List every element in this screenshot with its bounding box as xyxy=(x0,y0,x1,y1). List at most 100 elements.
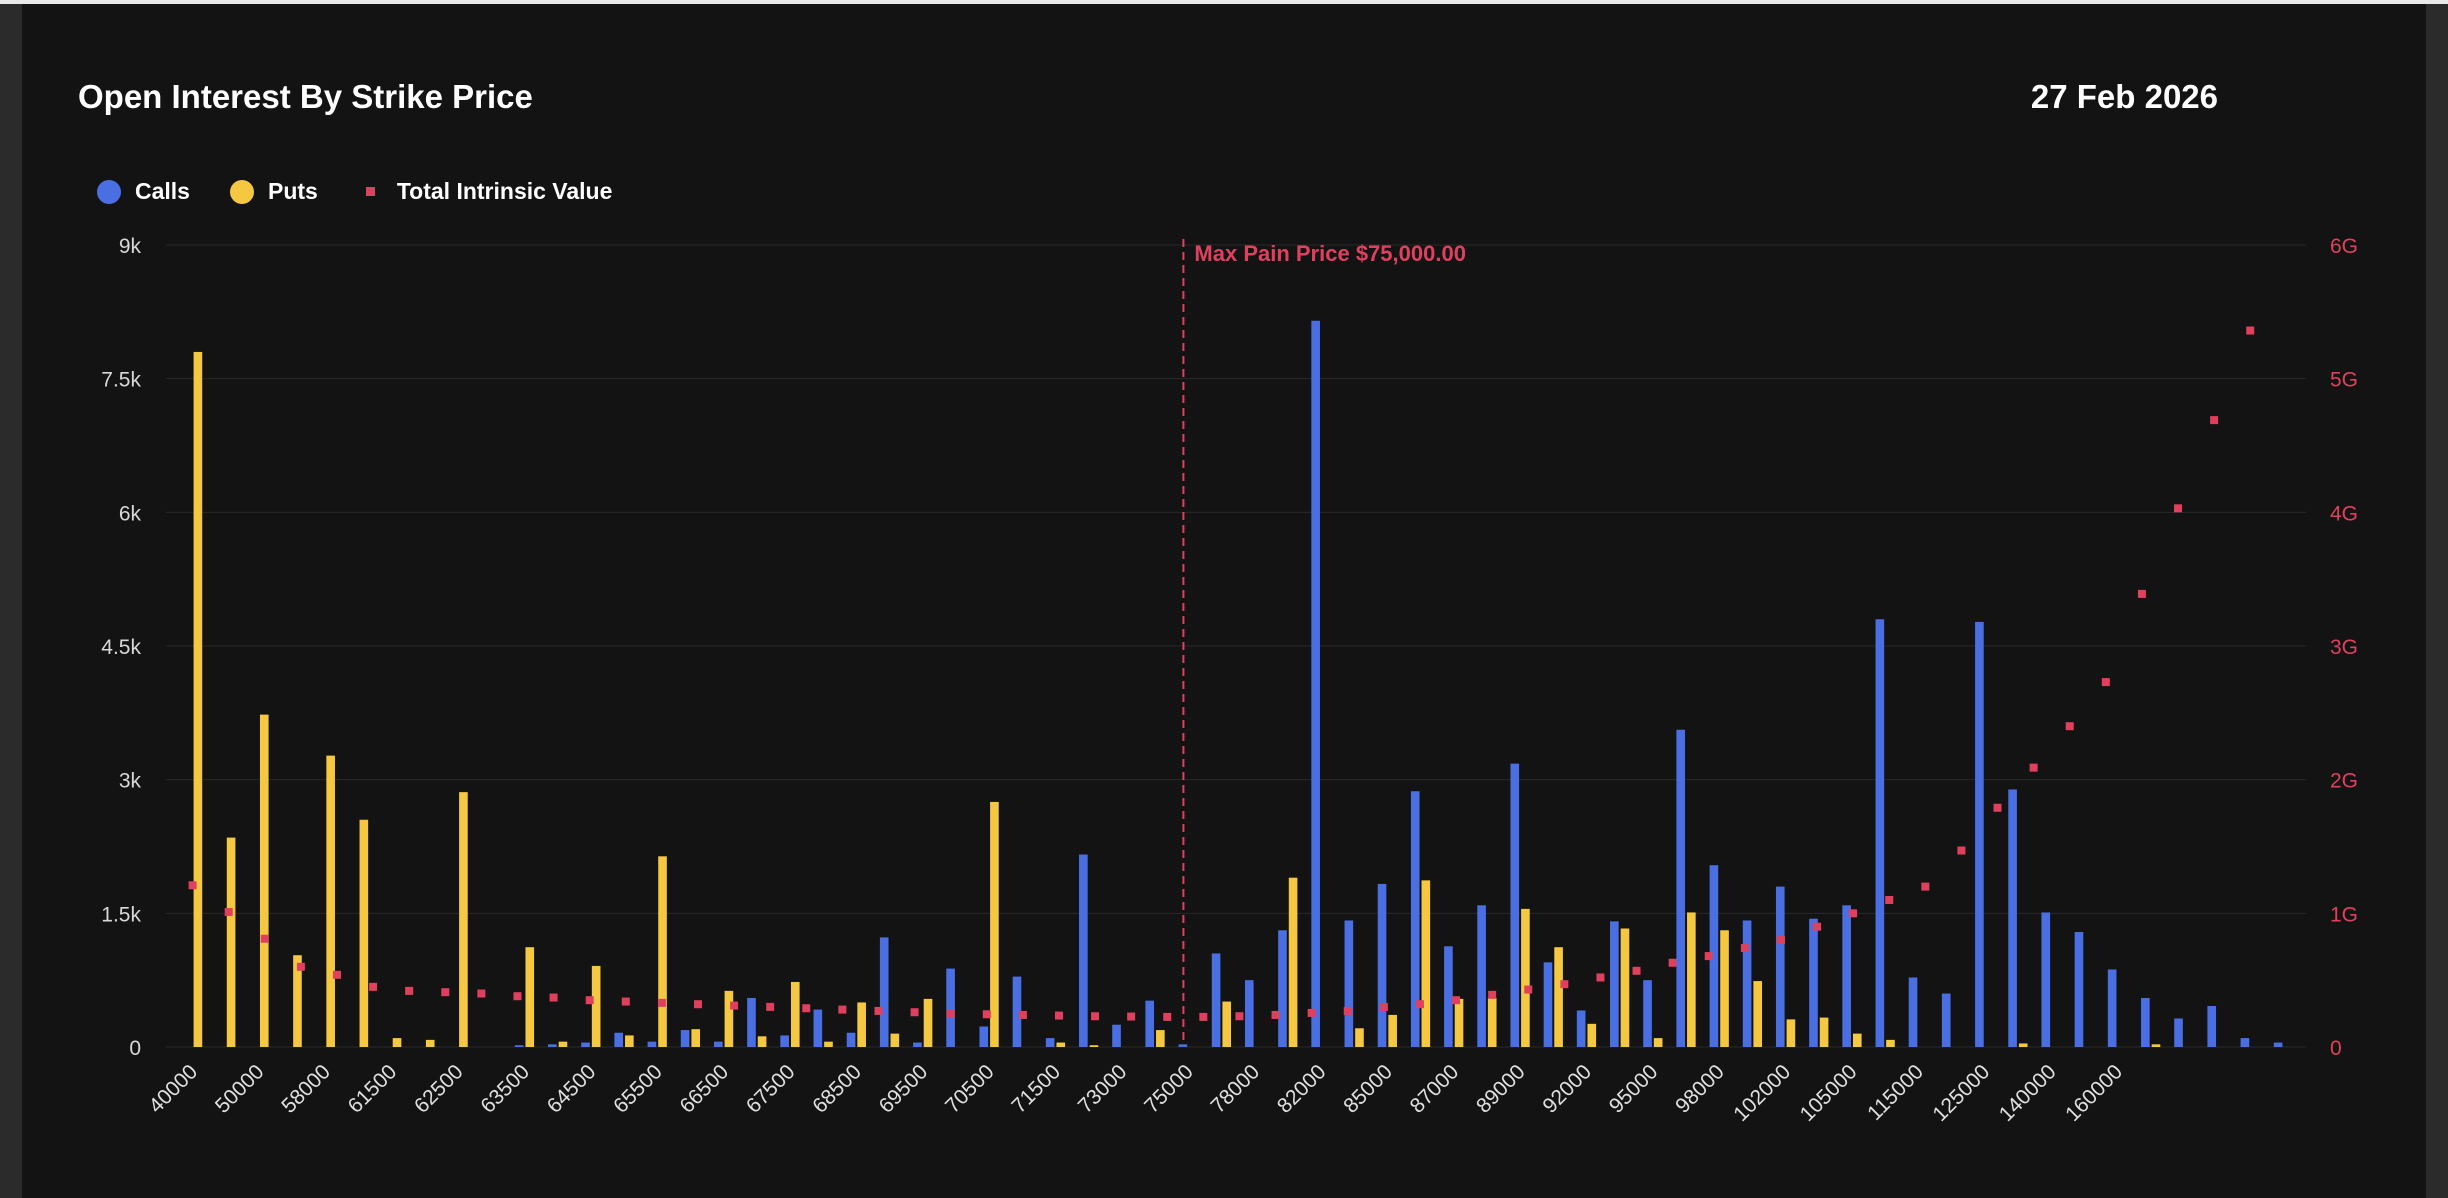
calls-bar[interactable] xyxy=(1244,980,1254,1047)
intrinsic-value-point[interactable] xyxy=(1560,980,1569,989)
intrinsic-value-point[interactable] xyxy=(2246,326,2255,335)
intrinsic-value-point[interactable] xyxy=(1524,985,1533,994)
intrinsic-value-point[interactable] xyxy=(910,1008,919,1017)
puts-bar[interactable] xyxy=(459,792,468,1047)
intrinsic-value-point[interactable] xyxy=(260,934,269,943)
puts-bar[interactable] xyxy=(2018,1043,2028,1047)
puts-bar[interactable] xyxy=(1753,981,1763,1047)
calls-bar[interactable] xyxy=(2141,997,2150,1047)
calls-bar[interactable] xyxy=(946,968,955,1047)
intrinsic-value-point[interactable] xyxy=(621,997,630,1006)
intrinsic-value-point[interactable] xyxy=(1776,936,1785,945)
intrinsic-value-point[interactable] xyxy=(1235,1012,1244,1021)
intrinsic-value-point[interactable] xyxy=(838,1005,847,1014)
calls-bar[interactable] xyxy=(1908,977,1918,1047)
calls-bar[interactable] xyxy=(979,1026,989,1047)
calls-bar[interactable] xyxy=(1875,619,1885,1047)
puts-bar[interactable] xyxy=(691,1029,701,1047)
intrinsic-value-point[interactable] xyxy=(1849,909,1858,918)
intrinsic-value-point[interactable] xyxy=(1379,1002,1388,1011)
puts-bar[interactable] xyxy=(425,1039,435,1047)
puts-bar[interactable] xyxy=(790,981,800,1047)
calls-bar[interactable] xyxy=(581,1042,590,1047)
intrinsic-value-point[interactable] xyxy=(1921,882,1930,891)
intrinsic-value-point[interactable] xyxy=(1018,1010,1027,1019)
calls-bar[interactable] xyxy=(1278,930,1287,1047)
puts-bar[interactable] xyxy=(1720,930,1729,1047)
intrinsic-value-point[interactable] xyxy=(224,907,233,916)
calls-bar[interactable] xyxy=(1145,1000,1155,1047)
calls-bar[interactable] xyxy=(2008,789,2017,1047)
puts-bar[interactable] xyxy=(1089,1045,1099,1047)
calls-bar[interactable] xyxy=(1410,791,1420,1047)
puts-bar[interactable] xyxy=(857,1002,866,1047)
puts-bar[interactable] xyxy=(1852,1033,1862,1047)
puts-bar[interactable] xyxy=(1786,1019,1796,1047)
calls-bar[interactable] xyxy=(2273,1042,2283,1047)
calls-bar[interactable] xyxy=(1079,854,1088,1047)
intrinsic-value-point[interactable] xyxy=(1054,1011,1063,1020)
intrinsic-value-point[interactable] xyxy=(874,1006,883,1015)
intrinsic-value-point[interactable] xyxy=(1885,895,1894,904)
calls-bar[interactable] xyxy=(1012,976,1022,1047)
puts-bar[interactable] xyxy=(1687,912,1696,1047)
calls-bar[interactable] xyxy=(1709,865,1719,1047)
intrinsic-value-point[interactable] xyxy=(657,998,666,1007)
intrinsic-value-point[interactable] xyxy=(1668,958,1677,967)
calls-bar[interactable] xyxy=(2041,912,2051,1047)
calls-bar[interactable] xyxy=(1045,1038,1055,1047)
puts-bar[interactable] xyxy=(757,1036,767,1047)
calls-bar[interactable] xyxy=(1543,962,1553,1047)
intrinsic-value-point[interactable] xyxy=(946,1009,955,1018)
intrinsic-value-point[interactable] xyxy=(549,993,558,1002)
calls-bar[interactable] xyxy=(1311,320,1320,1047)
intrinsic-value-point[interactable] xyxy=(982,1010,991,1019)
intrinsic-value-point[interactable] xyxy=(1163,1012,1172,1021)
calls-bar[interactable] xyxy=(614,1032,624,1047)
intrinsic-value-point[interactable] xyxy=(1307,1008,1316,1017)
intrinsic-value-point[interactable] xyxy=(1957,846,1966,855)
puts-bar[interactable] xyxy=(1156,1030,1165,1047)
puts-bar[interactable] xyxy=(1454,998,1464,1047)
intrinsic-value-point[interactable] xyxy=(369,982,378,991)
puts-bar[interactable] xyxy=(193,351,203,1047)
calls-bar[interactable] xyxy=(747,997,756,1047)
puts-bar[interactable] xyxy=(890,1033,900,1047)
puts-bar[interactable] xyxy=(724,990,734,1047)
intrinsic-value-point[interactable] xyxy=(1632,966,1641,975)
intrinsic-value-point[interactable] xyxy=(2174,504,2183,513)
intrinsic-value-point[interactable] xyxy=(2210,416,2219,425)
calls-bar[interactable] xyxy=(1643,980,1652,1047)
puts-bar[interactable] xyxy=(1653,1038,1663,1047)
calls-bar[interactable] xyxy=(879,937,889,1047)
intrinsic-value-point[interactable] xyxy=(1704,952,1713,961)
intrinsic-value-point[interactable] xyxy=(296,962,305,971)
puts-bar[interactable] xyxy=(1620,928,1630,1047)
intrinsic-value-point[interactable] xyxy=(2029,763,2038,772)
puts-bar[interactable] xyxy=(591,965,601,1047)
calls-bar[interactable] xyxy=(1377,883,1387,1047)
calls-bar[interactable] xyxy=(1610,921,1619,1047)
calls-bar[interactable] xyxy=(813,1009,823,1047)
intrinsic-value-point[interactable] xyxy=(1596,973,1605,982)
intrinsic-value-point[interactable] xyxy=(1199,1012,1208,1021)
calls-bar[interactable] xyxy=(2240,1038,2250,1047)
legend-item-puts[interactable]: Puts xyxy=(229,178,318,205)
puts-bar[interactable] xyxy=(990,801,999,1047)
puts-bar[interactable] xyxy=(1421,880,1431,1047)
calls-bar[interactable] xyxy=(2107,969,2117,1047)
intrinsic-value-point[interactable] xyxy=(405,986,414,995)
intrinsic-value-point[interactable] xyxy=(1993,803,2002,812)
calls-bar[interactable] xyxy=(1211,953,1221,1047)
puts-bar[interactable] xyxy=(558,1041,568,1047)
puts-bar[interactable] xyxy=(293,955,302,1047)
puts-bar[interactable] xyxy=(226,837,236,1047)
puts-bar[interactable] xyxy=(1355,1028,1364,1047)
puts-bar[interactable] xyxy=(1554,947,1563,1047)
calls-bar[interactable] xyxy=(514,1045,524,1047)
calls-bar[interactable] xyxy=(780,1035,789,1047)
puts-bar[interactable] xyxy=(824,1041,833,1047)
intrinsic-value-point[interactable] xyxy=(1343,1006,1352,1015)
puts-bar[interactable] xyxy=(1521,908,1530,1047)
calls-bar[interactable] xyxy=(1178,1044,1188,1047)
